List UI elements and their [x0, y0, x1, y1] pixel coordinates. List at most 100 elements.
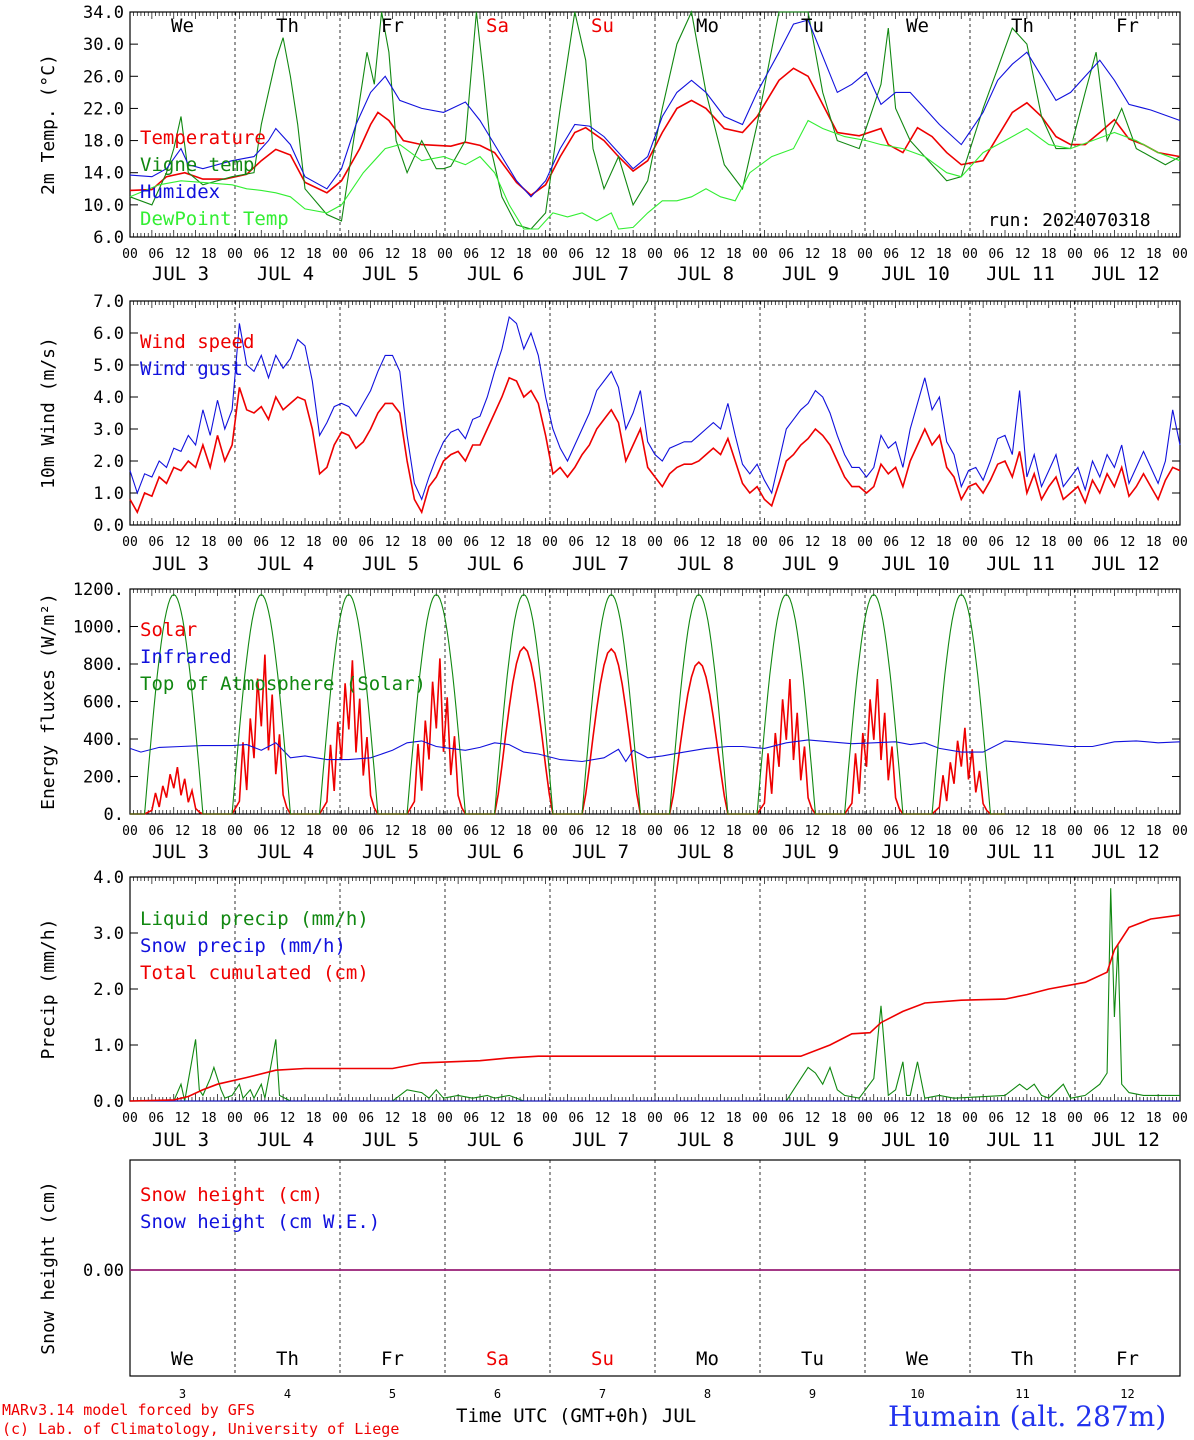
hour-label: 18 — [1041, 1111, 1057, 1126]
hour-label: 00 — [857, 535, 873, 550]
date-label: JUL 3 — [152, 553, 209, 575]
model-credit: MARv3.14 model forced by GFS — [2, 1401, 255, 1419]
hour-label: 12 — [385, 247, 401, 262]
date-label: JUL 7 — [572, 841, 629, 863]
hour-label: 00 — [437, 247, 453, 262]
date-label: JUL 10 — [881, 263, 950, 285]
hour-label: 06 — [568, 1111, 584, 1126]
date-label: JUL 12 — [1091, 263, 1160, 285]
y-tick-label: 10.0 — [83, 196, 124, 216]
legend-entry: Top of Atmosphere (Solar) — [140, 673, 426, 695]
date-label: JUL 3 — [152, 1129, 209, 1151]
weekday-label: Tu — [801, 15, 824, 37]
legend-entry: Wind gust — [140, 358, 243, 380]
hour-label: 18 — [306, 1111, 322, 1126]
date-label: JUL 3 — [152, 263, 209, 285]
hour-label: 06 — [988, 824, 1004, 839]
hour-label: 18 — [1146, 824, 1162, 839]
hour-label: 18 — [516, 1111, 532, 1126]
legend-entry: Snow precip (mm/h) — [140, 935, 346, 957]
hour-label: 18 — [726, 247, 742, 262]
hour-label: 00 — [752, 824, 768, 839]
hour-label: 06 — [883, 824, 899, 839]
hour-label: 18 — [516, 535, 532, 550]
hour-label: 18 — [306, 247, 322, 262]
hour-label: 00 — [1172, 824, 1188, 839]
series-line-liquid-precip-mm-h — [130, 888, 1180, 1102]
series-line-vigne-temp — [129, 10, 1181, 230]
day-number-label: 12 — [1120, 1387, 1134, 1401]
hour-label: 18 — [621, 1111, 637, 1126]
legend-entry: Total cumulated (cm) — [140, 962, 369, 984]
panel-wind — [129, 300, 1181, 526]
hour-label: 00 — [962, 535, 978, 550]
date-label: JUL 8 — [677, 841, 734, 863]
series-line-temperature — [129, 67, 1181, 197]
hour-label: 18 — [1146, 247, 1162, 262]
date-label: JUL 9 — [782, 263, 839, 285]
hour-label: 06 — [253, 535, 269, 550]
hour-label: 18 — [726, 1111, 742, 1126]
date-label: JUL 11 — [986, 841, 1055, 863]
day-number-label: 6 — [494, 1387, 501, 1401]
hour-label: 18 — [306, 535, 322, 550]
hour-label: 18 — [726, 535, 742, 550]
hour-label: 12 — [1120, 535, 1136, 550]
hour-label: 12 — [910, 247, 926, 262]
hour-label: 18 — [201, 824, 217, 839]
hour-label: 00 — [1172, 247, 1188, 262]
hour-label: 06 — [358, 1111, 374, 1126]
hour-label: 06 — [778, 824, 794, 839]
y-tick-label: 14.0 — [83, 164, 124, 184]
hour-label: 06 — [673, 824, 689, 839]
hour-label: 12 — [1120, 1111, 1136, 1126]
hour-label: 06 — [778, 535, 794, 550]
weekday-label: Fr — [1116, 15, 1139, 37]
y-axis-title: 2m Temp. (°C) — [38, 54, 59, 195]
run-label: run: 2024070318 — [988, 210, 1151, 231]
hour-label: 06 — [988, 1111, 1004, 1126]
hour-label: 18 — [201, 1111, 217, 1126]
series-line-wind-gust — [129, 315, 1181, 501]
hour-label: 12 — [280, 1111, 296, 1126]
hour-label: 00 — [122, 247, 138, 262]
hour-label: 18 — [411, 247, 427, 262]
weekday-label: We — [906, 15, 929, 37]
hour-label: 12 — [490, 1111, 506, 1126]
date-label: JUL 4 — [257, 1129, 314, 1151]
hour-label: 00 — [857, 247, 873, 262]
hour-label: 00 — [542, 824, 558, 839]
date-label: JUL 9 — [782, 841, 839, 863]
date-label: JUL 7 — [572, 553, 629, 575]
y-tick-label: 400. — [83, 730, 124, 750]
hour-label: 00 — [332, 1111, 348, 1126]
hour-label: 00 — [1067, 247, 1083, 262]
lab-credit: (c) Lab. of Climatology, University of L… — [2, 1420, 400, 1438]
hour-label: 12 — [595, 247, 611, 262]
panel-precip — [129, 876, 1181, 1102]
hour-label: 06 — [358, 535, 374, 550]
date-label: JUL 3 — [152, 841, 209, 863]
hour-label: 12 — [490, 535, 506, 550]
date-label: JUL 5 — [362, 553, 419, 575]
hour-label: 00 — [227, 247, 243, 262]
y-tick-label: 30.0 — [83, 35, 124, 55]
date-label: JUL 12 — [1091, 841, 1160, 863]
hour-label: 06 — [148, 535, 164, 550]
hour-label: 12 — [805, 247, 821, 262]
plot-frame — [129, 300, 1181, 526]
date-label: JUL 4 — [257, 841, 314, 863]
day-number-label: 3 — [179, 1387, 186, 1401]
y-axis-title: Precip (mm/h) — [38, 919, 59, 1060]
hour-label: 18 — [411, 1111, 427, 1126]
legend-entry: Snow height (cm) — [140, 1184, 323, 1206]
hour-label: 12 — [1120, 247, 1136, 262]
hour-label: 00 — [962, 824, 978, 839]
date-label: JUL 5 — [362, 841, 419, 863]
hour-label: 06 — [673, 1111, 689, 1126]
hour-label: 06 — [778, 1111, 794, 1126]
series-line-top-of-atmosphere-solar — [130, 593, 1005, 815]
date-label: JUL 8 — [677, 1129, 734, 1151]
hour-label: 06 — [673, 247, 689, 262]
y-tick-label: 200. — [83, 768, 124, 788]
